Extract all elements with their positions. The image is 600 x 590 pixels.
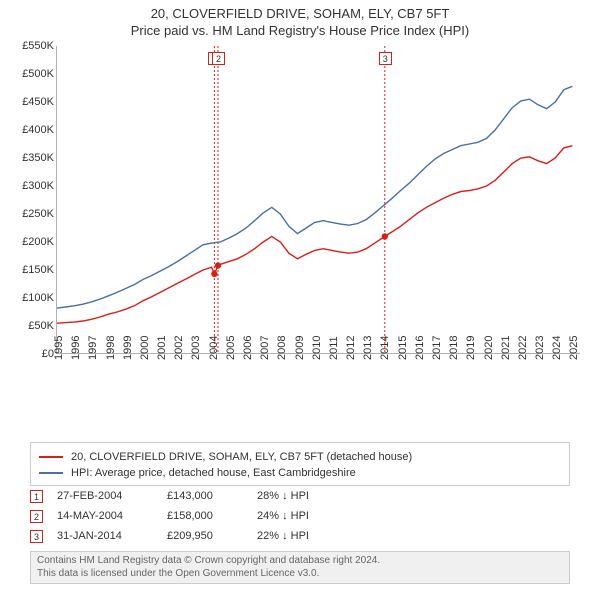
event-date: 14-MAY-2004: [57, 510, 167, 522]
legend-item: HPI: Average price, detached house, East…: [39, 465, 561, 481]
event-relation: 22% ↓ HPI: [257, 530, 570, 542]
y-tick-label: £450K: [10, 96, 54, 108]
series-line: [57, 146, 572, 324]
legend-swatch: [39, 472, 63, 474]
y-tick-label: £0: [10, 348, 54, 360]
chart-area: £0 £50K £100K £150K £200K £250K £300K £350K £400…: [10, 46, 590, 396]
event-row: 3 31-JAN-2014£209,95022% ↓ HPI: [30, 526, 570, 546]
y-tick-label: £350K: [10, 152, 54, 164]
sale-point-dot: [382, 233, 388, 239]
event-row: 2 14-MAY-2004£158,00024% ↓ HPI: [30, 506, 570, 526]
y-tick-label: £50K: [10, 320, 54, 332]
attribution-line2: This data is licensed under the Open Gov…: [37, 568, 563, 581]
title-block: 20, CLOVERFIELD DRIVE, SOHAM, ELY, CB7 5…: [0, 0, 600, 38]
y-tick-label: £250K: [10, 208, 54, 220]
y-tick-label: £550K: [10, 40, 54, 52]
event-row: 1 27-FEB-2004£143,00028% ↓ HPI: [30, 486, 570, 506]
attribution-line1: Contains HM Land Registry data © Crown c…: [37, 555, 563, 568]
y-tick-label: £200K: [10, 236, 54, 248]
y-tick-label: £300K: [10, 180, 54, 192]
event-marker: 3: [30, 530, 43, 543]
chart-marker-label: 2: [212, 52, 225, 65]
legend-item: 20, CLOVERFIELD DRIVE, SOHAM, ELY, CB7 5…: [39, 449, 561, 465]
legend-swatch: [39, 456, 63, 458]
event-date: 31-JAN-2014: [57, 530, 167, 542]
legend: 20, CLOVERFIELD DRIVE, SOHAM, ELY, CB7 5…: [30, 442, 570, 486]
y-tick-label: £150K: [10, 264, 54, 276]
events-table: 1 27-FEB-2004£143,00028% ↓ HPI 2 14-MAY-200…: [30, 486, 570, 546]
chart-container: 20, CLOVERFIELD DRIVE, SOHAM, ELY, CB7 5…: [0, 0, 600, 590]
chart-marker-label: 3: [379, 52, 392, 65]
plot-svg: [57, 46, 581, 354]
legend-label: HPI: Average price, detached house, East…: [71, 467, 356, 479]
chart-title: 20, CLOVERFIELD DRIVE, SOHAM, ELY, CB7 5…: [0, 6, 600, 21]
event-date: 27-FEB-2004: [57, 490, 167, 502]
plot-area: 123: [56, 46, 580, 354]
event-price: £143,000: [167, 490, 257, 502]
sale-point-dot: [211, 271, 217, 277]
event-price: £209,950: [167, 530, 257, 542]
sale-point-dot: [215, 262, 221, 268]
y-tick-label: £100K: [10, 292, 54, 304]
attribution-box: Contains HM Land Registry data © Crown c…: [30, 551, 570, 584]
chart-subtitle: Price paid vs. HM Land Registry's House …: [0, 23, 600, 38]
event-relation: 24% ↓ HPI: [257, 510, 570, 522]
x-tick-label: 2025: [568, 336, 600, 360]
series-line: [57, 86, 572, 308]
y-tick-label: £400K: [10, 124, 54, 136]
event-marker: 2: [30, 510, 43, 523]
event-marker: 1: [30, 490, 43, 503]
y-tick-label: £500K: [10, 68, 54, 80]
legend-label: 20, CLOVERFIELD DRIVE, SOHAM, ELY, CB7 5…: [71, 451, 412, 463]
event-relation: 28% ↓ HPI: [257, 490, 570, 502]
event-price: £158,000: [167, 510, 257, 522]
